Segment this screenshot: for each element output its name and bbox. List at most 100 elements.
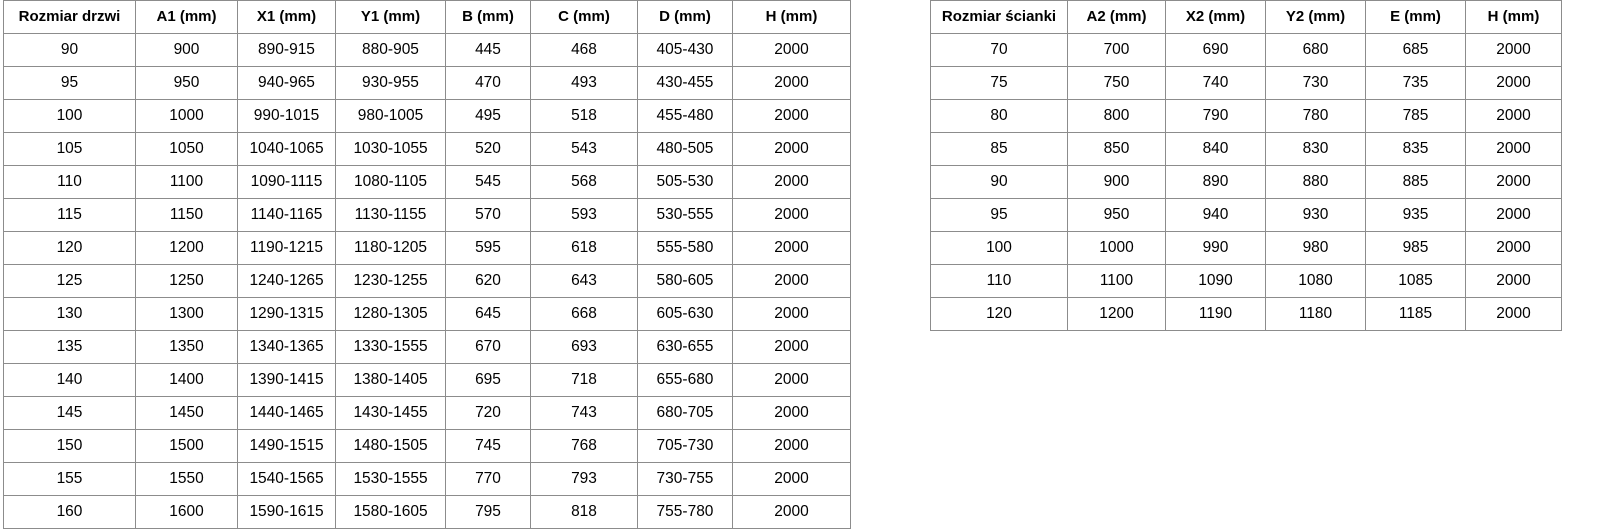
walls-cell-r4-c1: 900 (1067, 165, 1166, 199)
walls-cell-r6-c1: 1000 (1067, 231, 1166, 265)
doors-cell-r9-c7: 2000 (732, 330, 851, 364)
walls-cell-r7-c4: 1085 (1365, 264, 1466, 298)
doors-cell-r4-c2: 1090-1115 (237, 165, 336, 199)
doors-cell-r8-c2: 1290-1315 (237, 297, 336, 331)
doors-cell-r14-c0: 160 (3, 495, 136, 529)
table-row: 135 1350 1340-1365 1330-1555 670 693 630-655 20… (3, 330, 851, 364)
walls-cell-r1-c5: 2000 (1465, 66, 1562, 100)
walls-cell-r0-c2: 690 (1165, 33, 1266, 67)
walls-cell-r2-c3: 780 (1265, 99, 1366, 133)
table-row: 145 1450 1440-1465 1430-1455 720 743 680-705 20… (3, 396, 851, 430)
doors-cell-r8-c5: 668 (530, 297, 638, 331)
doors-cell-r7-c2: 1240-1265 (237, 264, 336, 298)
doors-cell-r8-c7: 2000 (732, 297, 851, 331)
doors-dimensions-table: Rozmiar drzwi A1 (mm) X1 (mm) Y1 (mm) B (mm)… (3, 0, 851, 529)
spec-sheet: Rozmiar drzwi A1 (mm) X1 (mm) Y1 (mm) B (mm)… (3, 0, 1562, 529)
doors-column-header-0: Rozmiar drzwi (3, 0, 136, 34)
doors-cell-r7-c4: 620 (445, 264, 531, 298)
doors-cell-r4-c7: 2000 (732, 165, 851, 199)
doors-cell-r8-c4: 645 (445, 297, 531, 331)
doors-cell-r14-c2: 1590-1615 (237, 495, 336, 529)
doors-cell-r12-c4: 745 (445, 429, 531, 463)
table-row: 120 1200 1190 1180 1185 2000 (930, 297, 1562, 331)
walls-cell-r4-c4: 885 (1365, 165, 1466, 199)
walls-cell-r7-c3: 1080 (1265, 264, 1366, 298)
doors-cell-r11-c3: 1430-1455 (335, 396, 446, 430)
walls-cell-r7-c5: 2000 (1465, 264, 1562, 298)
walls-cell-r4-c2: 890 (1165, 165, 1266, 199)
doors-column-header-2: X1 (mm) (237, 0, 336, 34)
doors-cell-r10-c5: 718 (530, 363, 638, 397)
doors-cell-r1-c4: 470 (445, 66, 531, 100)
doors-cell-r11-c1: 1450 (135, 396, 238, 430)
table-row: 115 1150 1140-1165 1130-1155 570 593 530-555 20… (3, 198, 851, 232)
walls-cell-r0-c0: 70 (930, 33, 1068, 67)
doors-cell-r5-c0: 115 (3, 198, 136, 232)
doors-cell-r6-c0: 120 (3, 231, 136, 265)
doors-cell-r11-c5: 743 (530, 396, 638, 430)
doors-cell-r13-c0: 155 (3, 462, 136, 496)
table-row: 105 1050 1040-1065 1030-1055 520 543 480-505 20… (3, 132, 851, 166)
doors-cell-r10-c7: 2000 (732, 363, 851, 397)
doors-cell-r1-c6: 430-455 (637, 66, 733, 100)
doors-cell-r7-c1: 1250 (135, 264, 238, 298)
doors-cell-r5-c2: 1140-1165 (237, 198, 336, 232)
walls-cell-r1-c0: 75 (930, 66, 1068, 100)
walls-cell-r3-c4: 835 (1365, 132, 1466, 166)
walls-cell-r1-c2: 740 (1165, 66, 1266, 100)
doors-cell-r14-c1: 1600 (135, 495, 238, 529)
walls-table-body: 70 700 690 680 685 2000 75 750 740 730 735 2000 80 80… (930, 33, 1562, 331)
doors-cell-r2-c2: 990-1015 (237, 99, 336, 133)
doors-cell-r12-c5: 768 (530, 429, 638, 463)
doors-cell-r4-c6: 505-530 (637, 165, 733, 199)
doors-cell-r11-c6: 680-705 (637, 396, 733, 430)
doors-cell-r11-c2: 1440-1465 (237, 396, 336, 430)
doors-cell-r5-c5: 593 (530, 198, 638, 232)
doors-cell-r13-c1: 1550 (135, 462, 238, 496)
doors-cell-r9-c6: 630-655 (637, 330, 733, 364)
table-row: 85 850 840 830 835 2000 (930, 132, 1562, 166)
table-row: 90 900 890 880 885 2000 (930, 165, 1562, 199)
doors-cell-r0-c7: 2000 (732, 33, 851, 67)
walls-column-header-3: Y2 (mm) (1265, 0, 1366, 34)
doors-cell-r6-c1: 1200 (135, 231, 238, 265)
walls-cell-r2-c4: 785 (1365, 99, 1466, 133)
walls-cell-r2-c1: 800 (1067, 99, 1166, 133)
doors-cell-r14-c3: 1580-1605 (335, 495, 446, 529)
doors-cell-r7-c6: 580-605 (637, 264, 733, 298)
walls-cell-r2-c0: 80 (930, 99, 1068, 133)
walls-dimensions-table: Rozmiar ścianki A2 (mm) X2 (mm) Y2 (mm) E (m… (930, 0, 1562, 331)
doors-cell-r3-c4: 520 (445, 132, 531, 166)
doors-cell-r9-c5: 693 (530, 330, 638, 364)
doors-cell-r2-c6: 455-480 (637, 99, 733, 133)
walls-cell-r2-c5: 2000 (1465, 99, 1562, 133)
doors-cell-r11-c7: 2000 (732, 396, 851, 430)
doors-cell-r8-c1: 1300 (135, 297, 238, 331)
doors-cell-r8-c6: 605-630 (637, 297, 733, 331)
table-row: 110 1100 1090 1080 1085 2000 (930, 264, 1562, 298)
doors-cell-r1-c2: 940-965 (237, 66, 336, 100)
doors-dimensions-table-container: Rozmiar drzwi A1 (mm) X1 (mm) Y1 (mm) B (mm)… (3, 0, 851, 529)
table-row: 100 1000 990-1015 980-1005 495 518 455-480 2000 (3, 99, 851, 133)
table-row: 95 950 940-965 930-955 470 493 430-455 2000 (3, 66, 851, 100)
walls-table-header: Rozmiar ścianki A2 (mm) X2 (mm) Y2 (mm) E (m… (930, 0, 1562, 34)
walls-cell-r6-c0: 100 (930, 231, 1068, 265)
doors-column-header-6: D (mm) (637, 0, 733, 34)
walls-cell-r0-c1: 700 (1067, 33, 1166, 67)
doors-cell-r12-c1: 1500 (135, 429, 238, 463)
doors-cell-r13-c3: 1530-1555 (335, 462, 446, 496)
doors-cell-r0-c1: 900 (135, 33, 238, 67)
doors-cell-r14-c4: 795 (445, 495, 531, 529)
walls-column-header-2: X2 (mm) (1165, 0, 1266, 34)
doors-cell-r1-c1: 950 (135, 66, 238, 100)
doors-cell-r4-c3: 1080-1105 (335, 165, 446, 199)
walls-cell-r6-c4: 985 (1365, 231, 1466, 265)
doors-cell-r1-c7: 2000 (732, 66, 851, 100)
walls-column-header-0: Rozmiar ścianki (930, 0, 1068, 34)
doors-cell-r2-c4: 495 (445, 99, 531, 133)
walls-cell-r8-c0: 120 (930, 297, 1068, 331)
doors-cell-r2-c7: 2000 (732, 99, 851, 133)
doors-cell-r3-c0: 105 (3, 132, 136, 166)
doors-cell-r6-c5: 618 (530, 231, 638, 265)
doors-cell-r1-c5: 493 (530, 66, 638, 100)
